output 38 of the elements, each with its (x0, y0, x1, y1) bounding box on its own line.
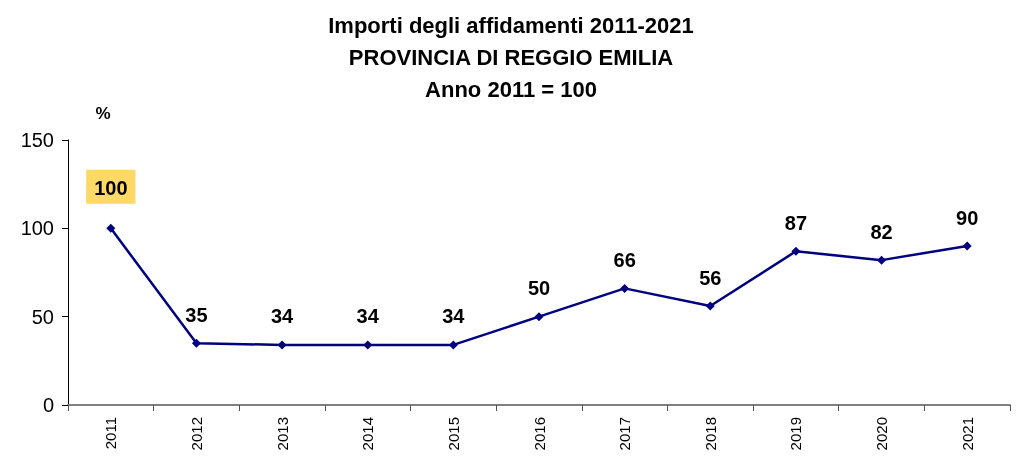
x-tick-label: 2021 (958, 417, 976, 451)
point (620, 283, 630, 293)
point (363, 340, 373, 350)
point (534, 312, 544, 322)
x-tick-label: 2013 (273, 417, 291, 451)
point (277, 340, 287, 350)
data-label: 50 (527, 277, 551, 300)
data-label: 90 (956, 206, 979, 229)
y-axis-title: % (95, 104, 111, 123)
x-tick-label: 2019 (787, 417, 805, 451)
point (191, 338, 201, 348)
y-tick-label: 150 (20, 129, 54, 151)
point (106, 223, 116, 233)
data-label: 87 (784, 211, 808, 234)
data-label: 66 (613, 248, 636, 271)
x-tick-label: 2017 (616, 417, 634, 451)
y-tick-label: 50 (31, 305, 54, 328)
x-tick-label: 2014 (359, 417, 377, 451)
x-tick-label: 2015 (444, 417, 462, 451)
data-label: 35 (185, 303, 208, 326)
y-tick-label: 100 (20, 217, 54, 240)
x-tick-label: 2020 (873, 417, 891, 451)
data-label: 100 (94, 176, 128, 199)
point (791, 246, 801, 256)
x-tick-label: 2011 (102, 417, 120, 450)
point (877, 255, 887, 265)
chart-title: Importi degli affidamenti 2011-2021 PROVINCIA DI REGGIO EMILIA Anno 2011 = 100 (328, 12, 694, 102)
x-tick-label: 2018 (701, 417, 719, 451)
point (705, 301, 715, 311)
x-tick-label: 2012 (187, 417, 205, 451)
y-tick-label: 0 (42, 394, 54, 416)
x-tick-label: 2016 (530, 417, 548, 451)
data-label: 34 (270, 305, 295, 328)
data-label: 34 (356, 305, 380, 328)
point (962, 241, 972, 251)
data-label: 34 (442, 305, 466, 328)
data-label: 82 (870, 220, 893, 243)
data-label: 56 (699, 266, 722, 289)
